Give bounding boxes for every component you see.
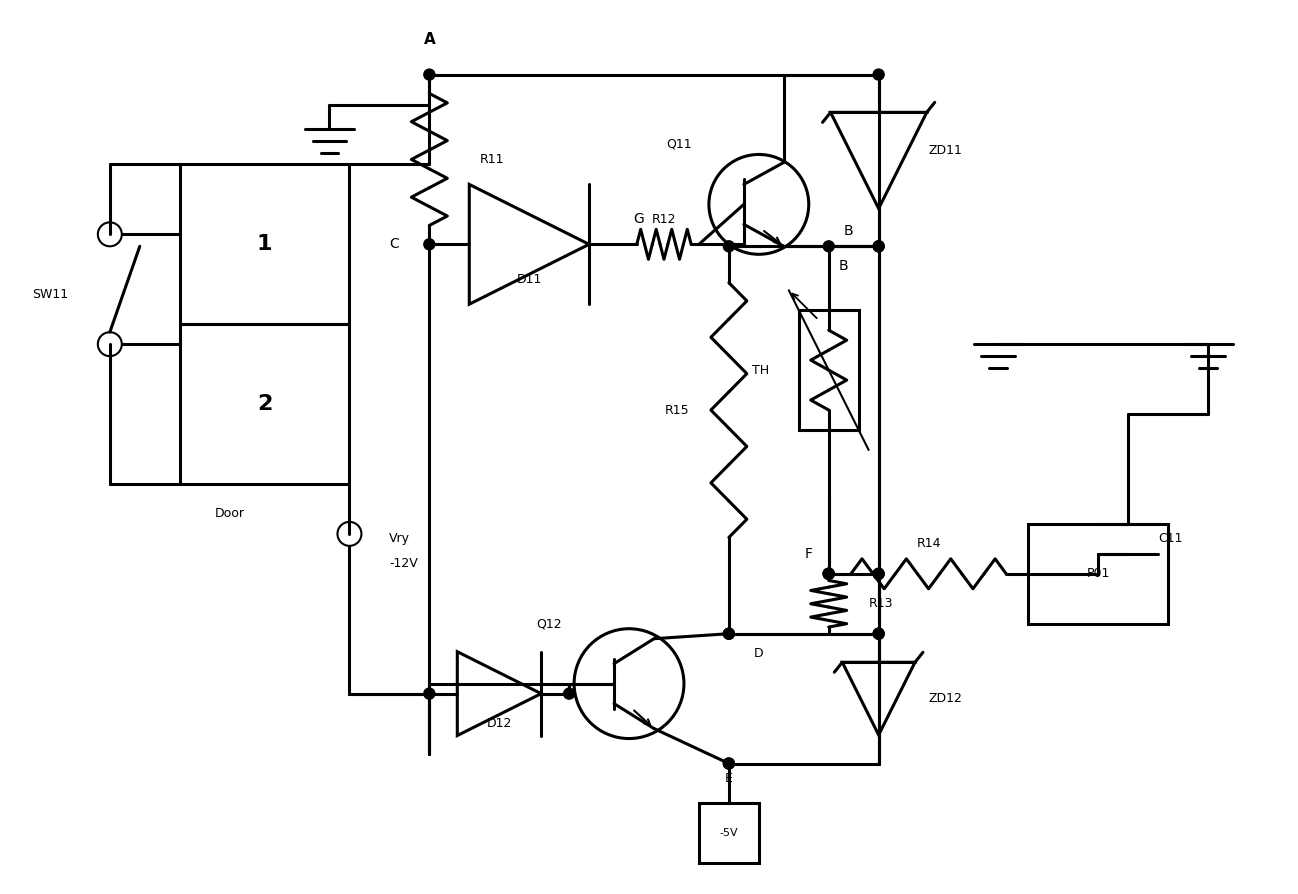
Circle shape <box>723 628 735 639</box>
Text: Q12: Q12 <box>536 617 562 630</box>
Circle shape <box>424 688 435 699</box>
Text: D: D <box>754 647 763 660</box>
Circle shape <box>823 569 835 579</box>
Bar <box>1028 524 1168 624</box>
Text: D11: D11 <box>517 273 541 286</box>
Text: -12V: -12V <box>389 557 418 570</box>
Text: R12: R12 <box>652 213 676 226</box>
Text: -5V: -5V <box>719 829 739 839</box>
Circle shape <box>823 240 835 252</box>
Text: Door: Door <box>214 508 244 520</box>
Bar <box>179 325 349 484</box>
Circle shape <box>874 69 884 80</box>
Circle shape <box>823 569 835 579</box>
Circle shape <box>874 569 884 579</box>
Text: TH: TH <box>752 364 768 376</box>
Bar <box>698 804 759 864</box>
Text: D12: D12 <box>487 717 511 730</box>
Text: R13: R13 <box>868 597 893 611</box>
Circle shape <box>874 628 884 639</box>
Circle shape <box>424 239 435 249</box>
Circle shape <box>874 628 884 639</box>
Text: C: C <box>389 237 400 251</box>
Text: ZD12: ZD12 <box>928 692 962 705</box>
Text: R11: R11 <box>479 153 504 166</box>
Circle shape <box>874 240 884 252</box>
Circle shape <box>723 758 735 769</box>
Text: R15: R15 <box>665 403 689 417</box>
Text: R14: R14 <box>916 537 941 551</box>
Text: Vry: Vry <box>389 532 410 545</box>
Bar <box>798 310 859 430</box>
Text: C11: C11 <box>1158 532 1182 545</box>
Text: E: E <box>726 772 733 785</box>
Text: G: G <box>633 213 644 226</box>
Circle shape <box>874 240 884 252</box>
Text: P01: P01 <box>1086 568 1110 580</box>
Circle shape <box>874 569 884 579</box>
Text: B: B <box>839 259 849 274</box>
Circle shape <box>723 628 735 639</box>
Bar <box>179 164 349 325</box>
Text: B: B <box>844 224 854 239</box>
Text: A: A <box>423 32 435 47</box>
Text: ZD11: ZD11 <box>928 144 962 157</box>
Text: 2: 2 <box>257 394 273 414</box>
Circle shape <box>723 240 735 252</box>
Circle shape <box>723 758 735 769</box>
Circle shape <box>563 688 575 699</box>
Text: F: F <box>805 547 813 561</box>
Circle shape <box>823 569 835 579</box>
Text: Q11: Q11 <box>666 138 692 151</box>
Text: 1: 1 <box>257 234 273 254</box>
Circle shape <box>424 69 435 80</box>
Text: SW11: SW11 <box>32 288 67 300</box>
